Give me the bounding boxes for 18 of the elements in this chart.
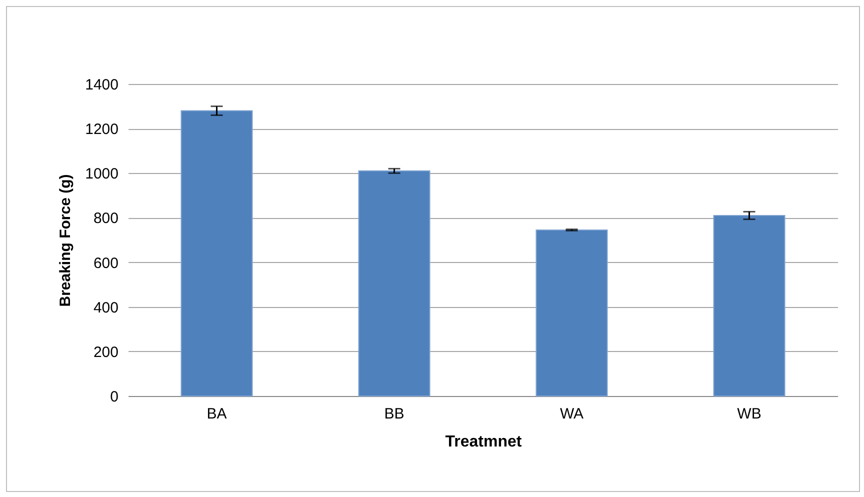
bar — [536, 229, 608, 396]
x-tick-label: BB — [384, 406, 404, 422]
bar — [358, 170, 430, 396]
y-tick-label: 0 — [110, 388, 118, 406]
bar — [713, 214, 786, 396]
y-tick-label: 400 — [93, 299, 118, 316]
y-tick-label: 1400 — [85, 76, 118, 94]
y-axis-title: Breaking Force (g) — [57, 174, 74, 307]
y-tick-label: 1200 — [85, 121, 118, 138]
bar — [180, 110, 253, 396]
y-tick-label: 1000 — [85, 166, 118, 183]
x-tick-label: WB — [737, 406, 762, 422]
x-axis-title: Treatmnet — [445, 434, 522, 450]
y-tick-label: 800 — [93, 210, 118, 228]
x-tick-label: BA — [206, 406, 227, 422]
y-tick-label: 200 — [93, 344, 118, 361]
y-tick-label: 600 — [93, 254, 118, 272]
x-tick-label: WA — [560, 406, 584, 422]
